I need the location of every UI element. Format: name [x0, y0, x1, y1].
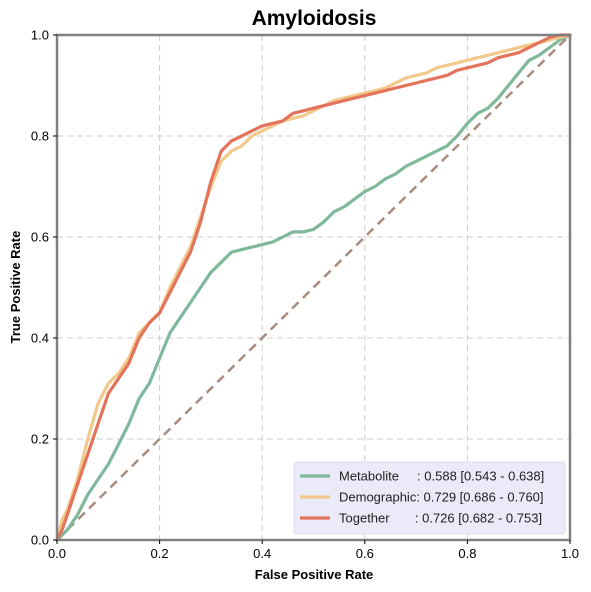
y-tick-label: 0.8 [31, 129, 49, 144]
x-tick-label: 0.2 [151, 546, 169, 561]
series-line-together [55, 33, 572, 542]
chart-title: Amyloidosis [252, 7, 377, 30]
legend-label-together: Together : 0.726 [0.682 - 0.753] [339, 511, 542, 526]
x-tick-label: 0.6 [356, 546, 374, 561]
y-tick-label: 0.6 [31, 230, 49, 245]
y-tick-label: 0.2 [31, 432, 49, 447]
y-tick-label: 0.4 [31, 331, 49, 346]
x-tick-label: 0.4 [253, 546, 271, 561]
legend-label-metabolite: Metabolite : 0.588 [0.543 - 0.638] [339, 469, 544, 484]
axis-ticks: 0.0 0.2 0.4 0.6 0.8 1.0 0.0 0.2 0.4 0.6 0.8 1.0 [31, 28, 579, 562]
x-tick-label: 0.8 [458, 546, 476, 561]
legend: Metabolite : 0.588 [0.543 - 0.638] Demogr… [293, 461, 566, 535]
series-line-demographic [55, 33, 572, 542]
legend-label-demographic: Demographic: 0.729 [0.686 - 0.760] [339, 490, 544, 505]
y-tick-label: 1.0 [31, 28, 49, 43]
x-tick-label: 1.0 [561, 546, 579, 561]
legend-box [293, 461, 566, 535]
series-line-metabolite [55, 33, 572, 542]
series-lines [55, 33, 572, 542]
plot-frame [55, 33, 572, 542]
y-axis-title: True Positive Rate [8, 231, 23, 344]
grid [57, 35, 570, 540]
y-tick-label: 0.0 [31, 533, 49, 548]
x-axis-title: False Positive Rate [255, 567, 374, 582]
x-tick-label: 0.0 [48, 546, 66, 561]
